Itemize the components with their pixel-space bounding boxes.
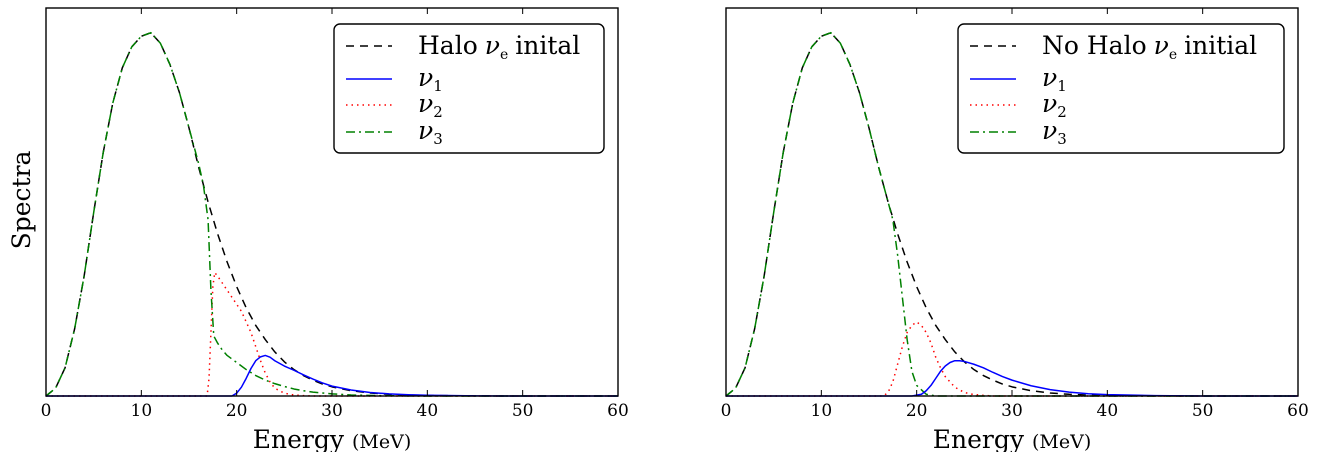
legend-nu2-nu: ν <box>1042 89 1057 118</box>
x-axis-label: Energy (MeV) <box>933 425 1091 452</box>
x-tick-label: 60 <box>1287 401 1309 421</box>
x-tick-label: 30 <box>1001 401 1023 421</box>
series-line-nu2 <box>46 271 618 397</box>
legend-initial-sub: e <box>1169 47 1177 63</box>
legend: No Halo νe initial ν1 ν2 ν3 <box>957 23 1285 154</box>
series-line-nu1 <box>726 359 1298 397</box>
chart-panel-halo: 0 10 20 30 40 50 60 Energy (MeV) Halo νe inital ν… <box>41 7 629 452</box>
legend-nu2-sub: 2 <box>433 103 443 121</box>
legend-initial-tail: initial <box>1184 31 1257 60</box>
x-ticks: 0 10 20 30 40 50 60 <box>721 8 1309 421</box>
legend-initial-sub: e <box>500 47 508 63</box>
legend-nu3-sub: 3 <box>1057 130 1067 148</box>
legend-initial-nu: ν <box>1154 31 1169 60</box>
x-tick-label: 10 <box>811 401 833 421</box>
legend-entry-nu2: ν2 <box>1042 89 1067 121</box>
x-axis-label-main: Energy <box>933 425 1025 452</box>
x-axis-label: Energy (MeV) <box>253 425 411 452</box>
series-line-nu1 <box>46 354 618 397</box>
legend-entry-nu1: ν1 <box>418 63 443 95</box>
legend-entry-nu3: ν3 <box>418 116 443 148</box>
x-tick-label: 30 <box>321 401 343 421</box>
x-tick-label: 20 <box>226 401 248 421</box>
legend: Halo νe inital ν1 ν2 ν3 <box>333 23 605 154</box>
x-tick-label: 20 <box>906 401 928 421</box>
legend-entry-initial: Halo νe inital <box>418 31 580 63</box>
series-line-nu3 <box>725 31 1298 397</box>
legend-nu1-nu: ν <box>1042 63 1057 92</box>
x-tick-label: 0 <box>41 401 52 421</box>
x-axis-label-unit: (MeV) <box>352 431 411 452</box>
legend-box <box>333 23 605 154</box>
legend-nu2-nu: ν <box>418 89 433 118</box>
series-line-nu3 <box>45 31 618 397</box>
legend-box <box>957 23 1285 154</box>
series-curves <box>45 31 618 397</box>
x-tick-label: 0 <box>721 401 732 421</box>
legend-initial-tail: inital <box>515 31 580 60</box>
legend-nu2-sub: 2 <box>1057 103 1067 121</box>
x-axis-label-unit: (MeV) <box>1032 431 1091 452</box>
series-curves <box>725 31 1298 397</box>
x-ticks: 0 10 20 30 40 50 60 <box>41 8 629 421</box>
series-line-initial <box>725 31 1298 397</box>
series-line-initial <box>45 31 618 397</box>
legend-entry-nu3: ν3 <box>1042 116 1067 148</box>
legend-entry-initial: No Halo νe initial <box>1042 31 1257 63</box>
x-tick-label: 40 <box>417 401 439 421</box>
x-tick-label: 60 <box>607 401 629 421</box>
legend-nu1-sub: 1 <box>1057 77 1067 95</box>
y-axis-label: Spectra <box>7 150 36 249</box>
legend-nu3-nu: ν <box>418 116 433 145</box>
legend-initial-name: No Halo <box>1042 31 1147 60</box>
series-line-nu2 <box>726 321 1298 397</box>
chart-panel-no-halo: 0 10 20 30 40 50 60 Energy (MeV) No Halo νe initi… <box>721 7 1309 452</box>
x-tick-label: 10 <box>131 401 153 421</box>
legend-initial-nu: ν <box>485 31 500 60</box>
legend-nu3-sub: 3 <box>433 130 443 148</box>
x-axis-label-main: Energy <box>253 425 345 452</box>
legend-entry-nu2: ν2 <box>418 89 443 121</box>
x-tick-label: 50 <box>512 401 534 421</box>
legend-initial-name: Halo <box>418 31 478 60</box>
x-tick-label: 40 <box>1097 401 1119 421</box>
legend-entry-nu1: ν1 <box>1042 63 1067 95</box>
x-tick-label: 50 <box>1192 401 1214 421</box>
legend-nu1-sub: 1 <box>433 77 443 95</box>
legend-nu1-nu: ν <box>418 63 433 92</box>
legend-nu3-nu: ν <box>1042 116 1057 145</box>
